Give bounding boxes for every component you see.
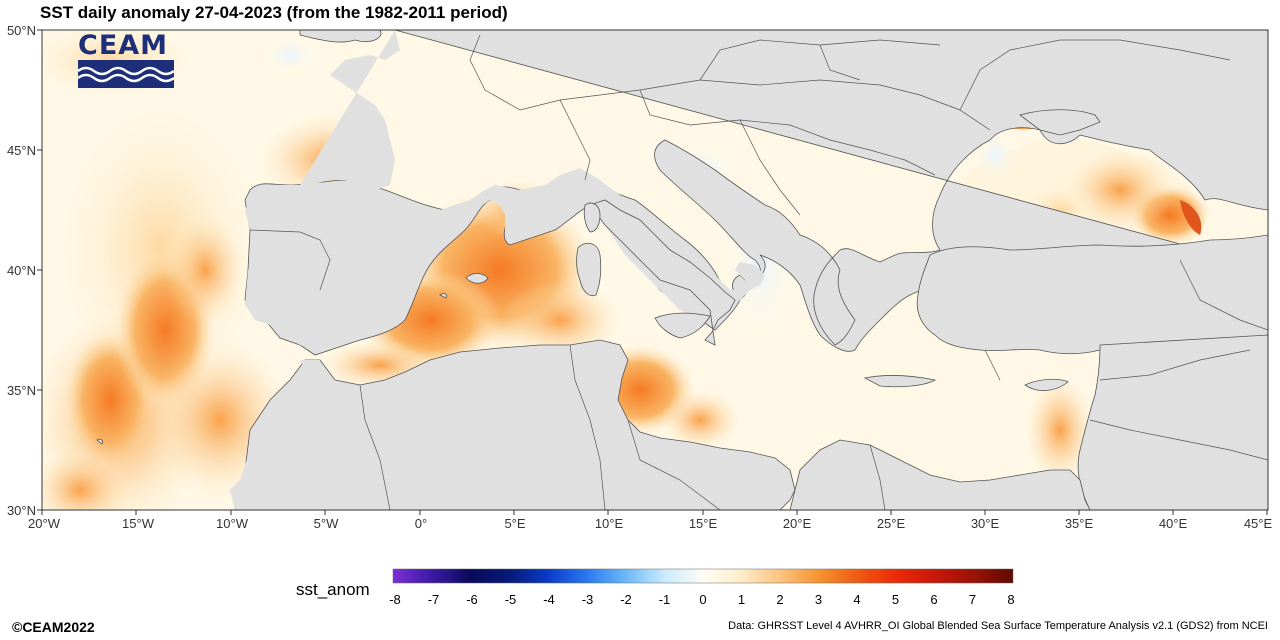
colorbar-tick-label: 7 [968,592,977,607]
lat-label: 35°N [7,383,36,398]
longitude-axis: 20°W 15°W 10°W 5°W 0° 5°E 10°E 15°E 20°E… [28,510,1272,531]
colorbar [392,568,1014,584]
colorbar-tick-label: 0 [699,592,707,607]
colorbar-tick-label: -2 [620,592,632,607]
land [96,30,1268,510]
colorbar-tick-label: -3 [581,592,594,607]
colorbar-tick-label: 5 [891,592,900,607]
lon-label: 45°E [1244,516,1273,531]
lon-label: 25°E [877,516,906,531]
lon-label: 35°E [1065,516,1094,531]
lat-label: 30°N [7,503,36,518]
lat-label: 45°N [7,143,36,158]
colorbar-tick-label: -1 [658,592,671,607]
lon-label: 10°W [216,516,249,531]
lon-label: 20°E [783,516,812,531]
ceam-logo: CEAM [77,30,175,93]
colorbar-tick-label: 4 [853,592,861,607]
data-source-text: Data: GHRSST Level 4 AVHRR_OI Global Ble… [728,620,1268,632]
colorbar-tick-label: 2 [776,592,784,607]
map-title: SST daily anomaly 27-04-2023 (from the 1… [40,3,508,22]
lon-label: 15°E [689,516,718,531]
logo-text: CEAM [78,30,169,61]
borders [249,34,1268,510]
lon-label: 30°E [971,516,1000,531]
lon-label: 0° [415,516,427,531]
copyright-text: ©CEAM2022 [12,619,95,635]
colorbar-title: sst_anom [296,580,370,599]
latitude-axis: 50°N 45°N 40°N 35°N 30°N [7,23,42,518]
colorbar-tick-label: -8 [389,592,401,607]
lon-label: 5°E [504,516,525,531]
colorbar-tick-label: 1 [737,592,746,607]
colorbar-tick-label: -6 [466,592,478,607]
lon-label: 15°W [122,516,155,531]
lon-label: 5°W [314,516,339,531]
lat-label: 40°N [7,263,36,278]
lon-label: 20°W [28,516,61,531]
colorbar-tick-label: 3 [814,592,823,607]
lon-label: 40°E [1159,516,1188,531]
atlantic-anomaly [42,30,400,510]
waves-icon [77,60,175,88]
lat-label: 50°N [7,23,36,38]
colorbar-tick-label: -5 [504,592,517,607]
colorbar-tick-label: 8 [1007,592,1015,607]
colorbar-tick-label: -7 [427,592,440,607]
colorbar-tick-label: 6 [930,592,938,607]
colorbar-tick-label: -4 [543,592,555,607]
lon-label: 10°E [595,516,624,531]
